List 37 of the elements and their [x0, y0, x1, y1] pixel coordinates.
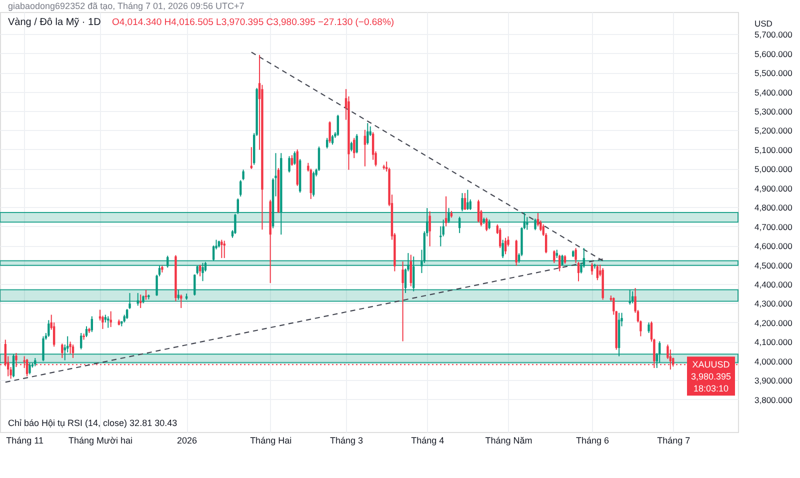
x-tick-label: Tháng Hai — [250, 436, 292, 446]
x-tick-label: Tháng 4 — [411, 436, 444, 446]
x-tick-label: Tháng 3 — [330, 436, 364, 446]
annotation: 3,980.395 — [690, 372, 732, 382]
annotation: 18:03:10 — [693, 384, 729, 394]
y-tick-label: 4,700.000 — [754, 222, 793, 232]
y-tick-label: 4,900.000 — [754, 183, 793, 194]
y-tick-label: 5,000.000 — [754, 164, 793, 174]
y-tick-label: 5,500.000 — [754, 68, 793, 78]
x-tick-label: Tháng Năm — [485, 436, 532, 446]
y-tick-label: 5,700.000 — [754, 30, 793, 40]
x-tick-label: Tháng 11 — [6, 436, 44, 446]
x-tick-label: Tháng 6 — [576, 436, 610, 446]
x-tick-label: Tháng Mười hai — [68, 436, 133, 446]
y-tick-label: 4,800.000 — [754, 202, 793, 213]
y-tick-label: 5,300.000 — [754, 106, 793, 116]
y-axis-title: USD — [754, 18, 772, 28]
x-tick-label: 2026 — [177, 436, 198, 446]
y-tick-label: 4,000.000 — [754, 356, 793, 366]
chart-subtitle: giabaodong692352 đã tạo, Tháng 7 01, 2026 09:56 UTC+7 — [8, 1, 244, 11]
y-tick-label: 5,200.000 — [754, 126, 793, 136]
y-tick-label: 5,400.000 — [754, 87, 793, 98]
y-tick-label: 4,600.000 — [754, 241, 793, 252]
y-tick-label: 5,100.000 — [754, 144, 793, 155]
chart-title: Vàng / Đô la Mỹ · 1D — [8, 17, 101, 28]
y-tick-label: 4,200.000 — [754, 318, 793, 328]
ref-line-label: XAUUSD — [692, 360, 730, 370]
annotation: O4,014.340 H4,016.505 L3,970.395 C3,980.395 −27.130 (−0.68%) — [112, 17, 394, 28]
x-tick-label: Tháng 7 — [657, 436, 690, 446]
y-tick-label: 4,400.000 — [754, 279, 793, 290]
y-tick-label: 4,300.000 — [754, 298, 793, 309]
annotation: Chỉ báo Hội tụ RSI (14, close) 32.81 30.43 — [8, 418, 178, 428]
y-tick-label: 5,600.000 — [754, 48, 793, 59]
y-tick-label: 4,500.000 — [754, 260, 793, 270]
y-tick-label: 4,100.000 — [754, 337, 793, 348]
y-tick-label: 3,900.000 — [754, 376, 793, 386]
y-tick-label: 3,800.000 — [754, 394, 793, 405]
